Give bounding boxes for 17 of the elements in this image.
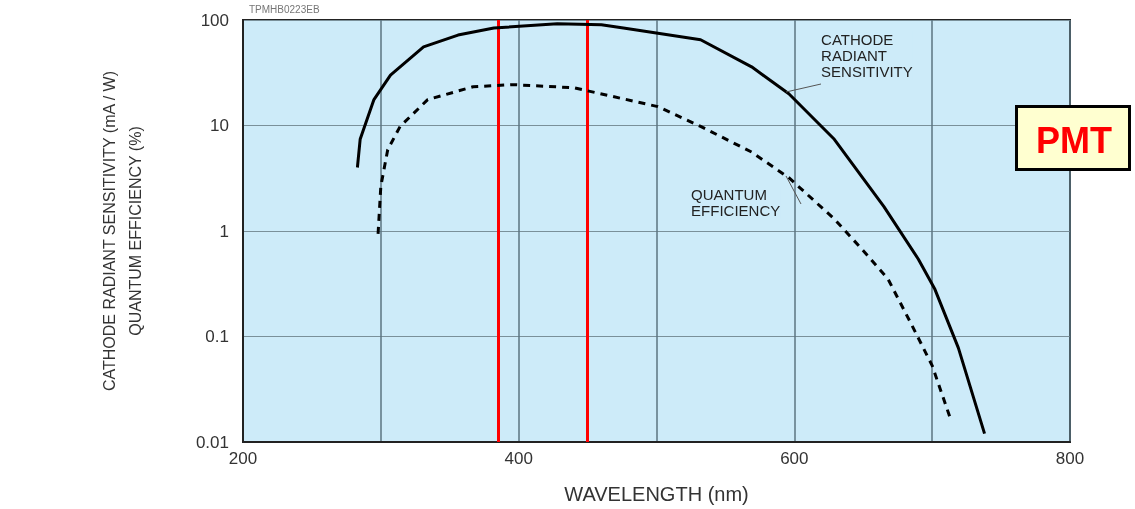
y-tick-label: 1 <box>219 221 229 241</box>
line-series <box>355 22 987 436</box>
line-series <box>376 83 952 420</box>
y-tick-label: 10 <box>210 116 229 135</box>
x-tick-label: 600 <box>780 449 809 468</box>
y-tick-label: 100 <box>200 10 229 30</box>
y-tick-label: 0.01 <box>195 432 229 452</box>
y-tick-label: 0.1 <box>205 327 229 346</box>
x-axis-title: WAVELENGTH (nm) <box>564 483 749 505</box>
annotation: CATHODE RADIANT SENSITIVITY <box>821 31 913 81</box>
x-tick-label: 800 <box>1055 449 1085 468</box>
y-axis-title: CATHODE RADIANT SENSITIVITY (mA / W) QUANTUM EFFICIENCY (%) <box>100 70 144 392</box>
x-tick-label: 400 <box>504 449 533 468</box>
x-tick-label: 200 <box>228 449 258 468</box>
annotation: PMT <box>1036 119 1113 161</box>
annotation: QUANTUM EFFICIENCY <box>691 185 781 219</box>
text: TPMHB0223EB <box>249 3 320 15</box>
